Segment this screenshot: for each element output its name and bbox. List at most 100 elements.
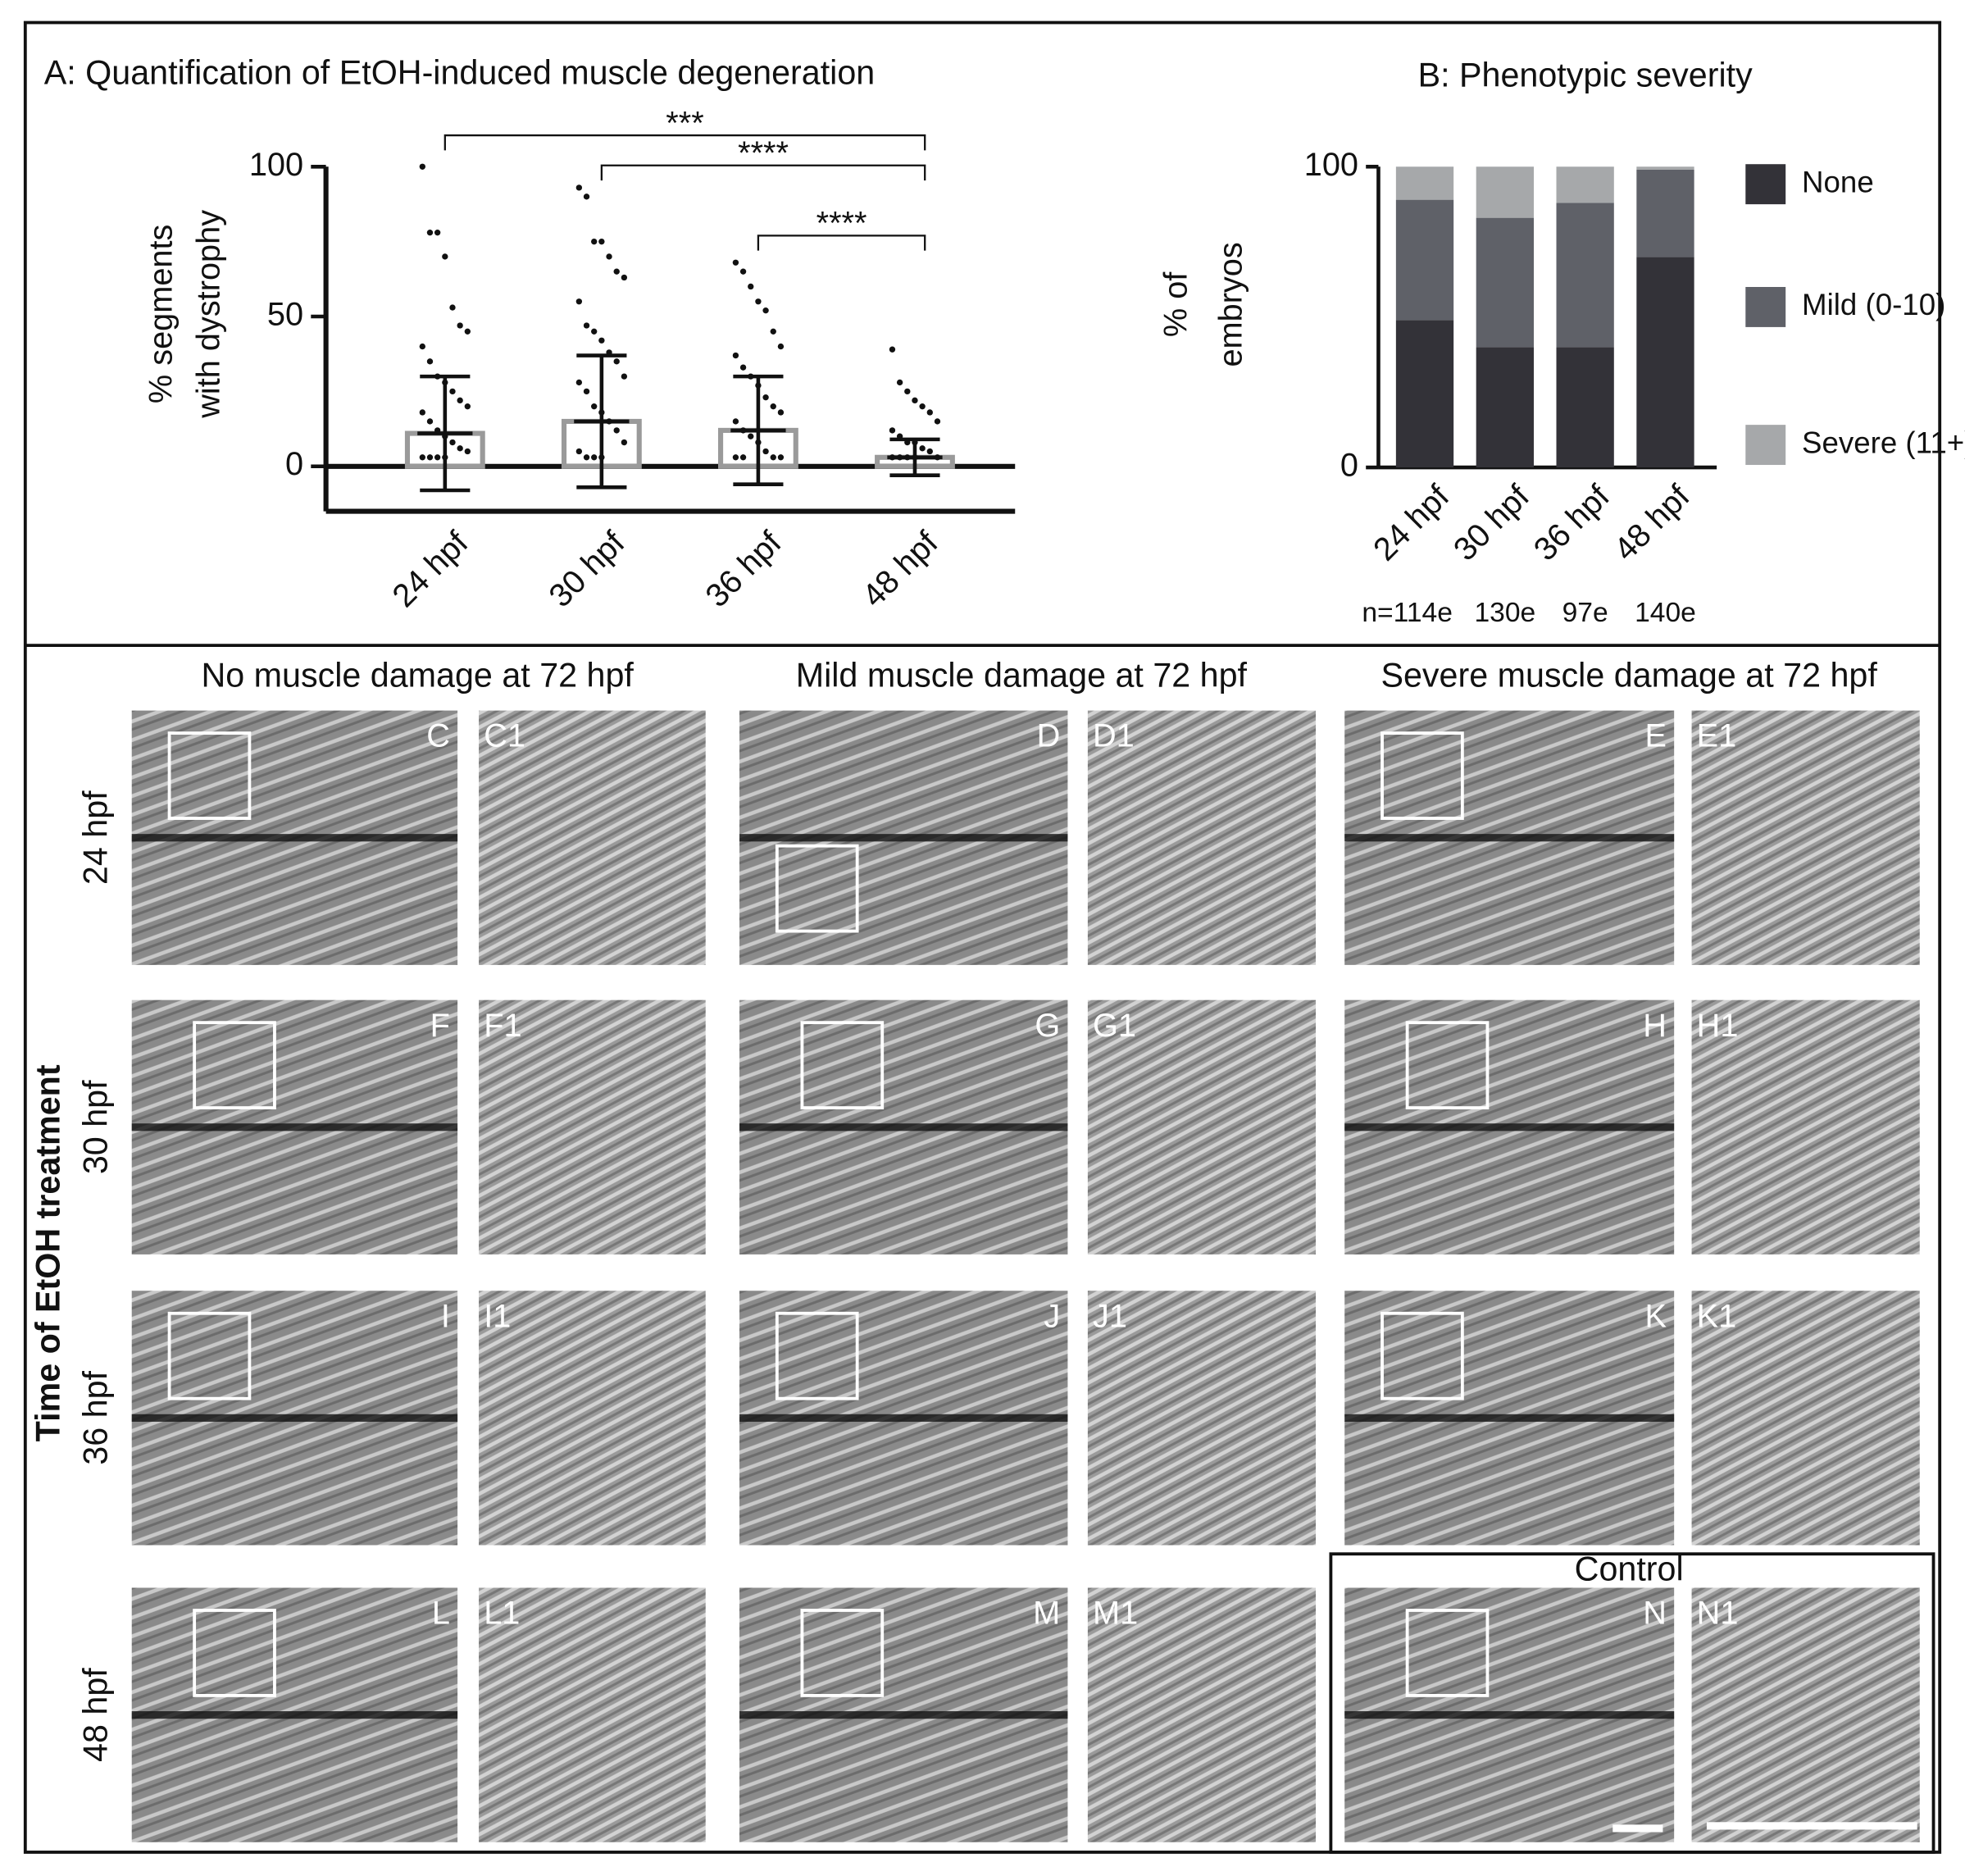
data-point xyxy=(434,230,441,236)
y-tick-label: 50 xyxy=(267,297,303,333)
inset-box xyxy=(800,1609,885,1697)
panel-letter: H1 xyxy=(1697,1008,1739,1044)
data-point xyxy=(464,328,471,335)
data-point xyxy=(762,394,769,401)
data-point xyxy=(912,454,918,461)
inset-box xyxy=(193,1609,276,1697)
scale-bar xyxy=(1612,1824,1663,1833)
data-point xyxy=(889,346,896,353)
micrograph xyxy=(1087,1291,1317,1546)
data-point xyxy=(419,343,425,350)
figure-border xyxy=(23,20,1942,1854)
n-label: 130e xyxy=(1474,598,1535,628)
midline xyxy=(739,834,1068,842)
panel-letter: C1 xyxy=(484,718,525,754)
data-point xyxy=(606,418,612,425)
data-point xyxy=(613,427,620,434)
inset-box xyxy=(775,844,859,933)
data-point xyxy=(732,352,739,359)
panel-letter: D1 xyxy=(1093,718,1135,754)
data-point xyxy=(426,418,434,425)
data-point xyxy=(739,268,747,275)
data-point xyxy=(457,397,463,404)
micrograph xyxy=(479,1291,706,1546)
y-axis-label: % segments xyxy=(143,225,179,404)
scale-bar xyxy=(1706,1822,1917,1830)
y-axis-label: embryos xyxy=(1213,242,1249,367)
data-point xyxy=(613,358,620,365)
x-tick-label: 30 hpf xyxy=(1447,478,1537,568)
midline xyxy=(131,1414,458,1422)
bar-segment xyxy=(1556,203,1614,348)
bar-segment xyxy=(1476,347,1534,468)
bar-segment xyxy=(1476,217,1534,348)
bar-segment xyxy=(1395,199,1454,321)
data-point xyxy=(896,454,903,461)
significance-bracket xyxy=(757,234,926,251)
row-label: 36 hpf xyxy=(76,1370,114,1464)
data-point xyxy=(442,253,448,260)
micrograph xyxy=(1691,710,1920,965)
data-point xyxy=(770,403,776,410)
bar-segment xyxy=(1636,169,1694,257)
bar-segment xyxy=(1556,347,1614,468)
midline xyxy=(739,1414,1068,1422)
y-tick-label: 0 xyxy=(285,446,303,482)
data-point xyxy=(926,448,933,455)
panel-letter: G1 xyxy=(1093,1008,1136,1044)
panel-letter: E xyxy=(1645,718,1667,754)
midline xyxy=(1344,1123,1675,1132)
significance-label: **** xyxy=(738,135,789,171)
inset-box xyxy=(800,1021,885,1110)
inset-box xyxy=(167,731,252,820)
n-label: n=114e xyxy=(1362,598,1453,628)
significance-label: **** xyxy=(816,206,867,242)
data-point xyxy=(598,409,605,416)
y-tick-label: 100 xyxy=(1304,147,1358,183)
data-point xyxy=(777,454,785,461)
data-point xyxy=(621,373,628,380)
data-point xyxy=(583,454,590,461)
panel-letter: L xyxy=(432,1596,450,1632)
panel-letter: F1 xyxy=(484,1008,521,1044)
data-point xyxy=(919,403,926,410)
data-point xyxy=(770,454,776,461)
bar-segment xyxy=(1636,166,1694,170)
data-point xyxy=(613,268,620,275)
panel-letter: C xyxy=(426,718,450,754)
data-point xyxy=(739,364,747,371)
panel-letter: E1 xyxy=(1697,718,1737,754)
data-point xyxy=(426,230,434,236)
data-point xyxy=(912,439,918,446)
control-box xyxy=(1329,1552,1935,1854)
data-point xyxy=(732,259,739,266)
data-point xyxy=(777,343,785,350)
x-tick-label: 30 hpf xyxy=(542,524,632,614)
data-point xyxy=(449,388,456,395)
panel-letter: J1 xyxy=(1093,1298,1127,1334)
chart-title: B: Phenotypic severity xyxy=(1418,57,1753,94)
panel-letter: K1 xyxy=(1697,1298,1737,1334)
midline xyxy=(1344,1711,1675,1719)
data-point xyxy=(606,349,612,356)
data-point xyxy=(732,454,739,461)
panel-letter: I1 xyxy=(484,1298,511,1334)
data-point xyxy=(762,448,769,455)
data-point xyxy=(434,454,441,461)
data-point xyxy=(926,409,933,416)
micrograph xyxy=(479,1587,706,1842)
row-axis-title: Time of EtOH treatment xyxy=(29,1064,66,1441)
significance-bracket xyxy=(600,164,926,181)
inset-box xyxy=(1405,1021,1490,1110)
data-point xyxy=(583,322,590,329)
data-point xyxy=(457,445,463,452)
data-point xyxy=(442,454,448,461)
data-point xyxy=(591,328,598,335)
x-tick-label: 48 hpf xyxy=(1608,478,1698,568)
data-point xyxy=(457,322,463,329)
data-point xyxy=(591,454,598,461)
data-point xyxy=(591,238,598,245)
data-point xyxy=(896,379,903,386)
control-label: Control xyxy=(1575,1550,1684,1588)
data-point xyxy=(904,454,911,461)
